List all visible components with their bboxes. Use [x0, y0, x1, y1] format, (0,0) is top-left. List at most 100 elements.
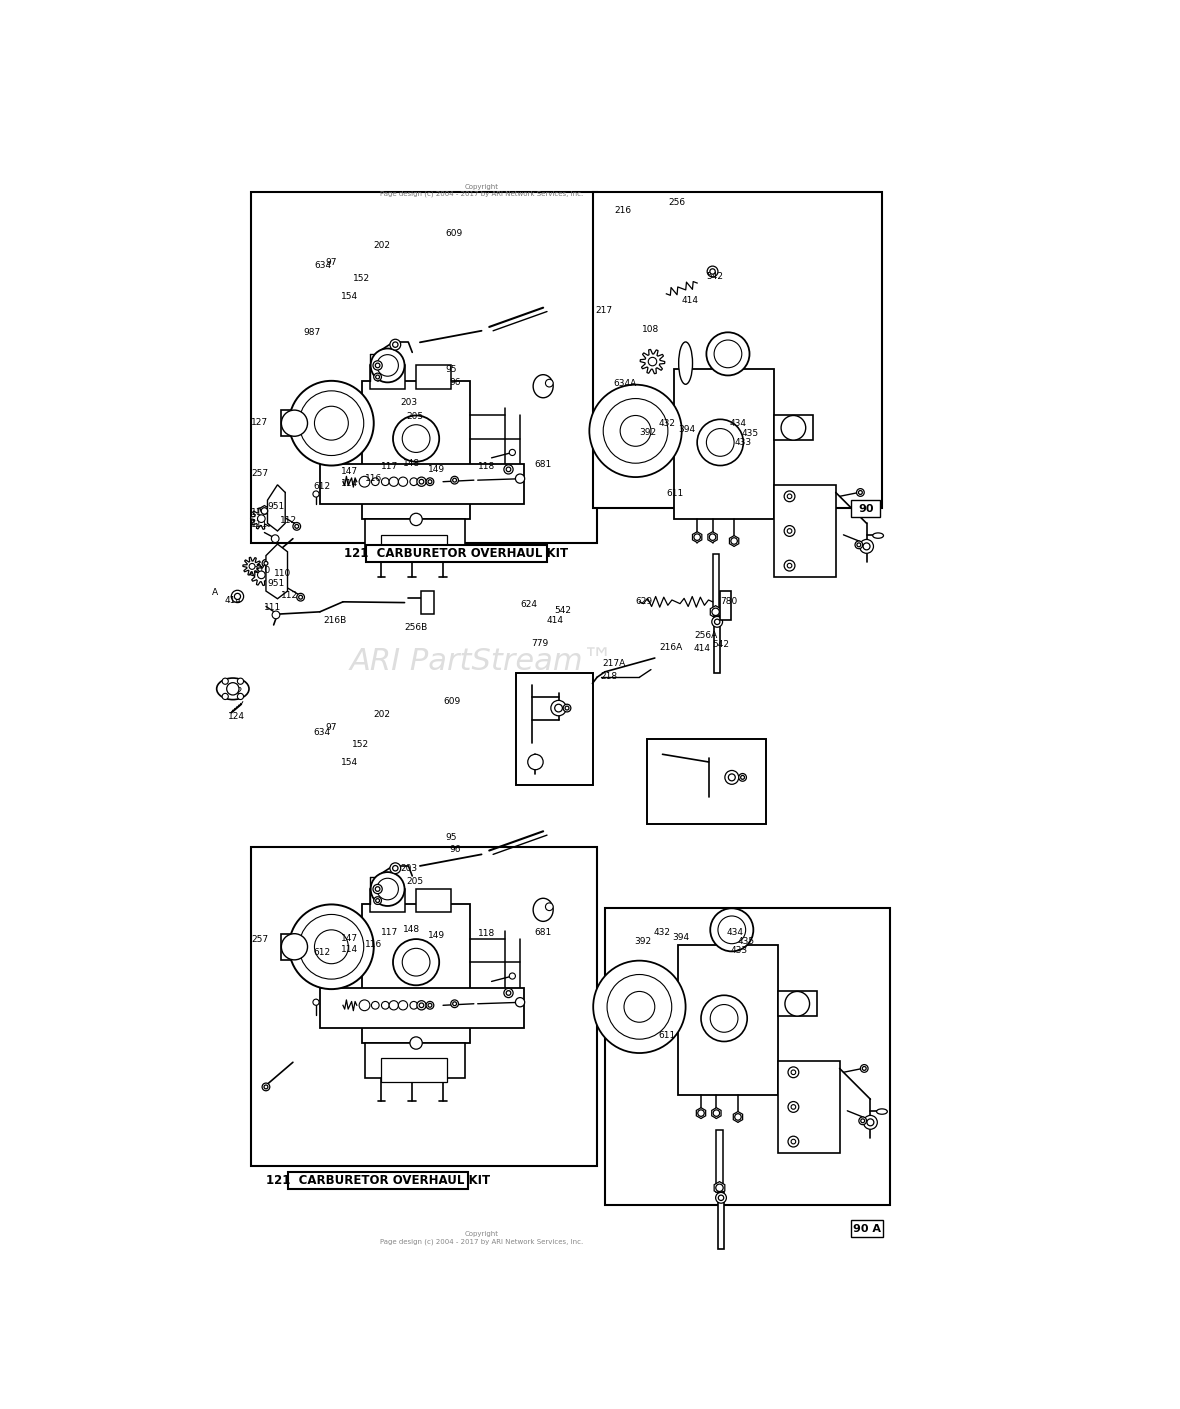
Circle shape: [545, 379, 553, 387]
Polygon shape: [268, 485, 286, 531]
Text: 111: 111: [251, 520, 269, 530]
Text: 612: 612: [314, 482, 330, 490]
Circle shape: [624, 992, 655, 1023]
Text: 256B: 256B: [405, 623, 428, 633]
Circle shape: [261, 507, 268, 514]
Circle shape: [359, 476, 369, 488]
Text: 951: 951: [268, 579, 284, 589]
Text: 432: 432: [658, 420, 676, 428]
Circle shape: [262, 559, 270, 568]
Text: 433: 433: [734, 438, 752, 447]
Text: 612: 612: [314, 948, 330, 957]
Polygon shape: [250, 564, 273, 586]
Circle shape: [451, 476, 459, 485]
Circle shape: [314, 406, 348, 440]
Text: 634: 634: [314, 262, 332, 271]
Text: 434: 434: [727, 927, 743, 937]
Text: 97: 97: [326, 723, 336, 733]
Text: 414: 414: [694, 644, 710, 654]
Polygon shape: [250, 509, 273, 530]
Text: 779: 779: [532, 638, 549, 648]
Circle shape: [373, 361, 382, 371]
Circle shape: [785, 561, 795, 571]
Bar: [774, 416, 813, 440]
Text: 152: 152: [352, 740, 369, 750]
Circle shape: [516, 998, 525, 1007]
Circle shape: [788, 1102, 799, 1112]
Circle shape: [373, 885, 382, 893]
Text: 117: 117: [381, 929, 399, 937]
Text: 435: 435: [742, 428, 759, 438]
Text: 434: 434: [729, 420, 747, 428]
Circle shape: [697, 420, 743, 465]
Circle shape: [428, 480, 432, 483]
Text: 118: 118: [478, 462, 494, 472]
Bar: [717, 1192, 725, 1250]
Circle shape: [563, 704, 571, 712]
Circle shape: [739, 774, 747, 781]
Circle shape: [791, 1069, 795, 1075]
Circle shape: [257, 571, 266, 579]
Circle shape: [376, 878, 399, 900]
Bar: [594, 192, 881, 507]
Circle shape: [717, 916, 746, 944]
Circle shape: [389, 862, 401, 874]
Circle shape: [249, 564, 255, 569]
Circle shape: [393, 416, 439, 462]
Circle shape: [393, 865, 398, 871]
Polygon shape: [712, 1107, 721, 1119]
Circle shape: [393, 938, 439, 985]
Text: 634A: 634A: [614, 379, 636, 387]
Circle shape: [289, 380, 374, 465]
Circle shape: [867, 1119, 874, 1126]
Circle shape: [594, 961, 686, 1053]
Circle shape: [712, 617, 722, 627]
Text: 218: 218: [601, 672, 617, 681]
Circle shape: [402, 424, 430, 452]
Circle shape: [785, 992, 809, 1016]
Text: 216A: 216A: [660, 643, 683, 651]
Polygon shape: [696, 1107, 706, 1119]
Polygon shape: [243, 558, 261, 575]
Circle shape: [375, 364, 380, 368]
Circle shape: [281, 410, 308, 437]
Polygon shape: [641, 349, 664, 373]
Text: 414: 414: [224, 596, 242, 604]
Text: Copyright
Page design (c) 2004 - 2017 by ARI Network Services, Inc.: Copyright Page design (c) 2004 - 2017 by…: [380, 1231, 583, 1244]
Circle shape: [409, 478, 418, 486]
Text: 392: 392: [640, 428, 656, 437]
Circle shape: [787, 495, 792, 499]
Circle shape: [504, 988, 513, 998]
Circle shape: [273, 612, 280, 619]
Text: 116: 116: [365, 940, 382, 948]
Circle shape: [707, 333, 749, 375]
Circle shape: [791, 1105, 795, 1109]
Circle shape: [781, 416, 806, 440]
Circle shape: [381, 1002, 389, 1009]
Circle shape: [791, 1140, 795, 1144]
Text: 216: 216: [615, 206, 631, 216]
Text: 987: 987: [303, 328, 320, 337]
Text: ARI PartStream™: ARI PartStream™: [349, 647, 614, 676]
Circle shape: [603, 399, 668, 464]
Bar: [647, 738, 767, 824]
Text: 110: 110: [274, 569, 291, 579]
Circle shape: [504, 465, 513, 473]
Polygon shape: [693, 531, 702, 542]
Bar: [320, 464, 524, 504]
Bar: [674, 369, 774, 520]
Circle shape: [419, 1003, 424, 1007]
Circle shape: [707, 266, 717, 278]
Bar: [250, 192, 597, 542]
Circle shape: [451, 1000, 459, 1007]
Bar: [778, 992, 817, 1016]
Ellipse shape: [533, 899, 553, 921]
Circle shape: [371, 348, 405, 382]
Bar: [778, 1061, 840, 1153]
Polygon shape: [733, 1112, 742, 1123]
Text: 624: 624: [520, 599, 537, 609]
Text: 96: 96: [450, 845, 460, 854]
Text: 147: 147: [341, 934, 358, 944]
Bar: [366, 545, 548, 562]
Text: 90 A: 90 A: [853, 1223, 881, 1234]
